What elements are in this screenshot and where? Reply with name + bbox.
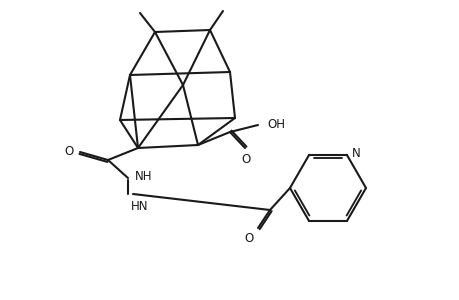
Text: N: N	[351, 147, 360, 160]
Text: O: O	[244, 232, 253, 245]
Text: HN: HN	[131, 200, 148, 213]
Text: OH: OH	[266, 118, 285, 130]
Text: NH: NH	[134, 170, 152, 184]
Text: O: O	[65, 145, 74, 158]
Text: O: O	[241, 153, 250, 166]
